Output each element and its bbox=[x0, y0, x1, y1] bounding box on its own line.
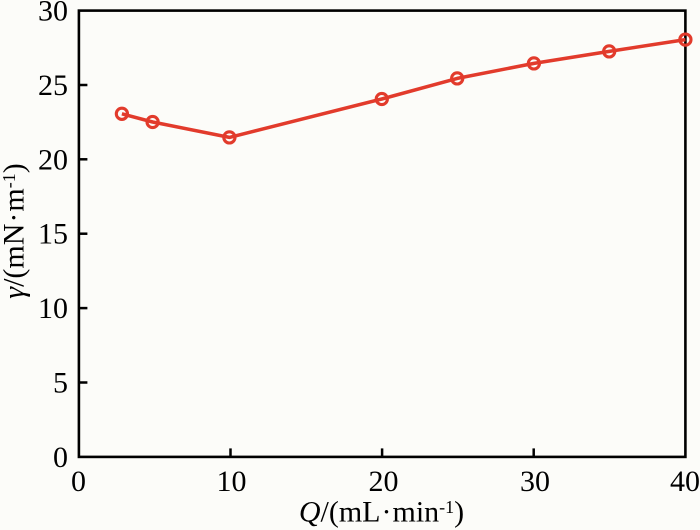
svg-text:40: 40 bbox=[670, 465, 700, 498]
svg-text:30: 30 bbox=[38, 0, 68, 28]
svg-text:5: 5 bbox=[53, 367, 68, 400]
svg-text:0: 0 bbox=[53, 441, 68, 474]
svg-text:10: 10 bbox=[38, 292, 68, 325]
svg-text:30: 30 bbox=[520, 465, 550, 498]
svg-text:15: 15 bbox=[38, 218, 68, 251]
svg-text:γ/(mN·m-1): γ/(mN·m-1) bbox=[0, 163, 31, 299]
svg-text:Q/(mL·min-1): Q/(mL·min-1) bbox=[299, 496, 464, 529]
svg-text:25: 25 bbox=[38, 69, 68, 102]
svg-text:20: 20 bbox=[38, 143, 68, 176]
svg-text:20: 20 bbox=[369, 465, 399, 498]
svg-text:0: 0 bbox=[71, 465, 86, 498]
svg-text:10: 10 bbox=[217, 465, 247, 498]
